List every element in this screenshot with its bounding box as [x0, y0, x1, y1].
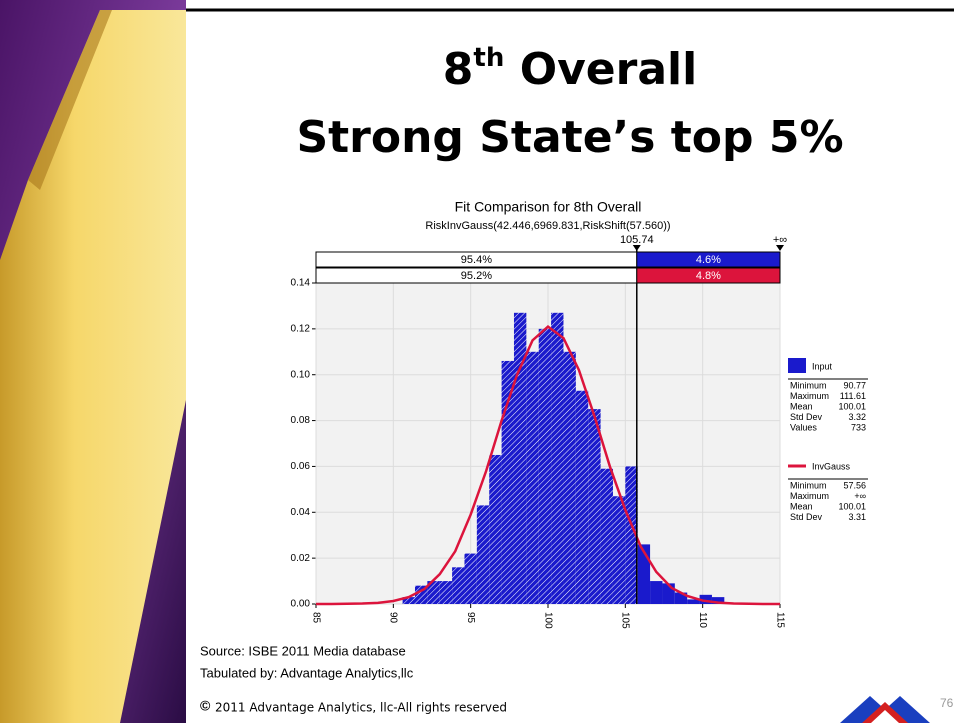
stat-value: 733 [851, 422, 866, 432]
split-label: 95.2% [461, 270, 492, 282]
title-number: 8 [443, 44, 474, 95]
stat-value: 3.32 [848, 412, 866, 422]
upper-marker [776, 245, 784, 251]
split-label: 95.4% [461, 254, 492, 266]
bar [612, 496, 626, 604]
bar [600, 468, 613, 604]
stat-value: 100.01 [838, 501, 866, 511]
logo [840, 696, 930, 723]
legend-label: Input [812, 361, 833, 371]
stat-label: Std Dev [790, 412, 823, 422]
fit-curve [316, 324, 780, 606]
bar [501, 360, 514, 604]
x-tick-label: 105 [620, 612, 631, 629]
stat-label: Mean [790, 501, 813, 511]
y-tick-label: 0.14 [291, 278, 311, 289]
bar [452, 567, 465, 604]
bar [464, 553, 477, 604]
bar [687, 599, 700, 604]
stat-label: Maximum [790, 391, 829, 401]
x-tick-label: 85 [310, 612, 321, 624]
delimiter-marker [632, 245, 641, 251]
bar [650, 581, 663, 604]
y-tick-label: 0.08 [291, 415, 311, 426]
y-tick-label: 0.06 [291, 461, 311, 472]
bar [489, 454, 502, 604]
x-tick-label: 115 [774, 612, 785, 628]
stat-value: 57.56 [843, 480, 866, 490]
bar [402, 597, 415, 604]
split-label: 4.6% [696, 254, 721, 266]
notepad [0, 10, 186, 723]
stat-label: Minimum [790, 380, 827, 390]
x-tick-label: 90 [388, 612, 399, 624]
copyright-symbol: © [200, 698, 211, 714]
bar [538, 328, 552, 604]
y-tick-label: 0.04 [291, 507, 311, 518]
bar [526, 351, 539, 604]
y-tick-label: 0.10 [291, 369, 311, 380]
title-rest: Overall [504, 44, 697, 95]
stat-label: Mean [790, 401, 813, 411]
legend-swatch [788, 358, 806, 373]
bar [476, 505, 490, 604]
stat-value: 100.01 [838, 401, 866, 411]
chart-title: Fit Comparison for 8th Overall [455, 199, 642, 215]
stat-label: Minimum [790, 480, 827, 490]
copyright: 2011 Advantage Analytics, llc-All rights… [215, 701, 507, 715]
stat-label: Values [790, 422, 817, 432]
y-tick-label: 0.12 [291, 323, 311, 334]
source: Source: ISBE 2011 Media database [200, 643, 406, 658]
bar [637, 544, 651, 604]
bar [699, 594, 712, 604]
bar [575, 390, 589, 604]
y-tick-label: 0.02 [291, 553, 311, 564]
stat-label: Maximum [790, 491, 829, 501]
y-tick-label: 0.00 [291, 599, 311, 610]
bar [563, 351, 576, 604]
title-sup: th [473, 43, 504, 73]
tabulated: Tabulated by: Advantage Analytics,llc [200, 665, 414, 680]
stat-value: 3.31 [848, 512, 866, 522]
x-tick-label: 100 [542, 612, 553, 629]
bar [711, 597, 725, 604]
split-band [636, 251, 781, 268]
stat-value: 111.61 [840, 391, 866, 401]
bar [588, 409, 601, 604]
upper-label: +∞ [773, 234, 787, 246]
bar [513, 312, 527, 604]
slide-title-line1: 8th Overall [443, 43, 697, 96]
bar [439, 581, 453, 604]
split-band [636, 267, 781, 284]
slide-title-line2: Strong State’s top 5% [296, 112, 843, 163]
split-label: 4.8% [696, 270, 721, 282]
x-tick-label: 110 [697, 612, 708, 628]
chart: 0.00 0.02 0.04 0.06 0.08 0.10 0.12 0.14 85 90 95 10… [291, 234, 868, 629]
chart-subtitle: RiskInvGauss(42.446,6969.831,RiskShift(5… [425, 220, 670, 232]
notepad-edge [28, 10, 112, 190]
bar [674, 592, 688, 604]
delimiter-label: 105.74 [620, 234, 654, 246]
stat-value: 90.77 [843, 380, 866, 390]
stat-value: +∞ [854, 491, 866, 501]
page-number: 76 [940, 696, 954, 710]
bar [551, 312, 564, 604]
bar [625, 466, 638, 604]
stat-label: Std Dev [790, 512, 823, 522]
bar [427, 581, 440, 604]
x-tick-label: 95 [465, 612, 476, 624]
legend-label: InvGauss [812, 461, 851, 471]
